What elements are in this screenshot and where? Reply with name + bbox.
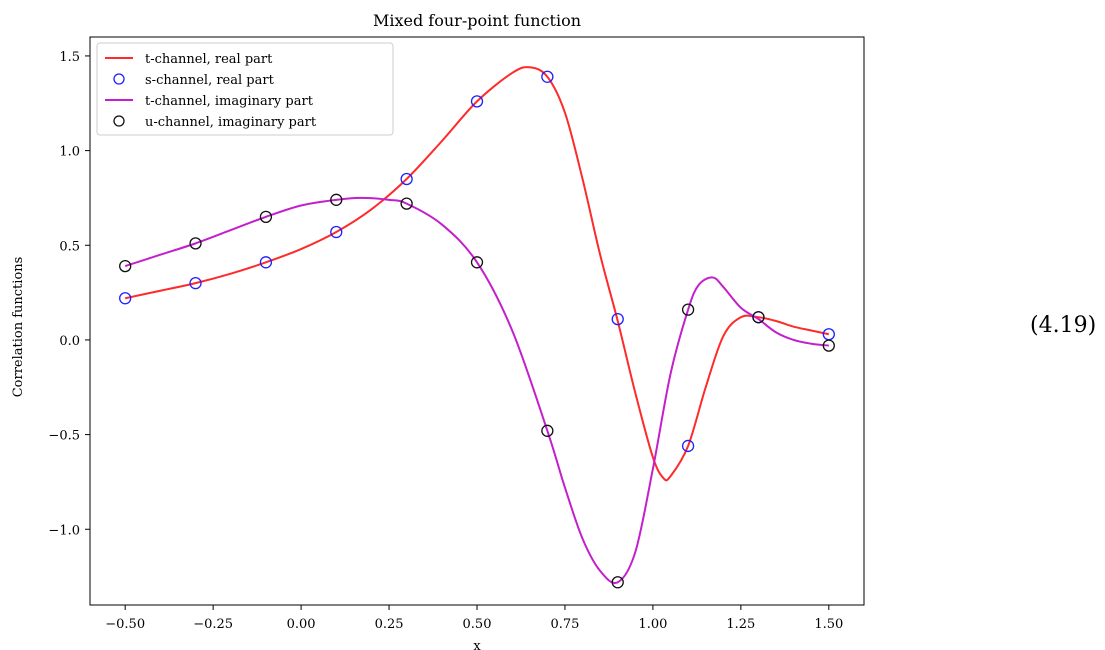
series-3-point xyxy=(752,311,765,324)
series-1-point xyxy=(330,225,343,239)
series-3-point xyxy=(330,193,343,206)
series-3-point xyxy=(611,576,624,589)
y-tick-label: −0.5 xyxy=(48,429,80,444)
series-1-point xyxy=(400,172,413,186)
series-3-point xyxy=(822,339,835,352)
chart-title: Mixed four-point function xyxy=(373,11,581,30)
x-tick-label: −0.25 xyxy=(193,617,233,632)
series-1-point xyxy=(541,70,554,83)
series-line-0 xyxy=(124,66,830,482)
x-tick-label: 1.00 xyxy=(638,617,667,632)
series-1-point xyxy=(189,276,202,290)
series-1-point xyxy=(470,95,484,108)
y-tick-label: 0.5 xyxy=(59,239,80,254)
x-axis-label: x xyxy=(473,639,481,650)
series-3-point xyxy=(189,237,202,250)
series-3-point xyxy=(119,259,132,273)
series-line-2 xyxy=(124,196,829,584)
legend-label: t-channel, real part xyxy=(145,52,273,67)
x-tick-label: −0.50 xyxy=(105,617,145,632)
y-axis-label: Correlation functions xyxy=(11,257,26,398)
equation-number: (4.19) xyxy=(1030,313,1097,338)
x-tick-label: 0.00 xyxy=(287,617,316,632)
series-3-point xyxy=(470,256,484,269)
legend: t-channel, real part s-channel, real part… xyxy=(96,42,394,136)
series-1-point xyxy=(611,312,624,326)
x-tick-label: 0.75 xyxy=(550,617,579,632)
series-1-point xyxy=(681,439,695,453)
legend-box xyxy=(96,42,394,136)
legend-label: u-channel, imaginary part xyxy=(145,115,317,130)
series-3-point xyxy=(681,303,695,316)
x-tick-label: 1.50 xyxy=(814,617,843,632)
series-1-point xyxy=(259,256,273,269)
x-tick-label: 0.25 xyxy=(375,617,404,632)
y-tick-label: 0.0 xyxy=(59,334,80,349)
series-1-point xyxy=(119,292,132,305)
x-tick-label: 1.25 xyxy=(726,617,755,632)
y-tick-label: −1.0 xyxy=(48,523,80,538)
series-3-point xyxy=(259,210,273,224)
series-3-point xyxy=(400,197,413,210)
legend-marker-swatch xyxy=(113,73,125,85)
x-tick-label: 0.50 xyxy=(463,617,492,632)
y-tick-label: 1.0 xyxy=(59,145,80,160)
legend-label: t-channel, imaginary part xyxy=(145,94,314,109)
plot-area xyxy=(119,66,835,589)
series-3-point xyxy=(541,424,554,437)
legend-label: s-channel, real part xyxy=(145,73,275,88)
legend-marker-swatch xyxy=(113,115,125,127)
y-tick-label: 1.5 xyxy=(59,50,80,65)
axes: −0.50 −0.25 0.00 0.25 0.50 0.75 1.00 1.25 1.50 1.… xyxy=(48,36,865,632)
